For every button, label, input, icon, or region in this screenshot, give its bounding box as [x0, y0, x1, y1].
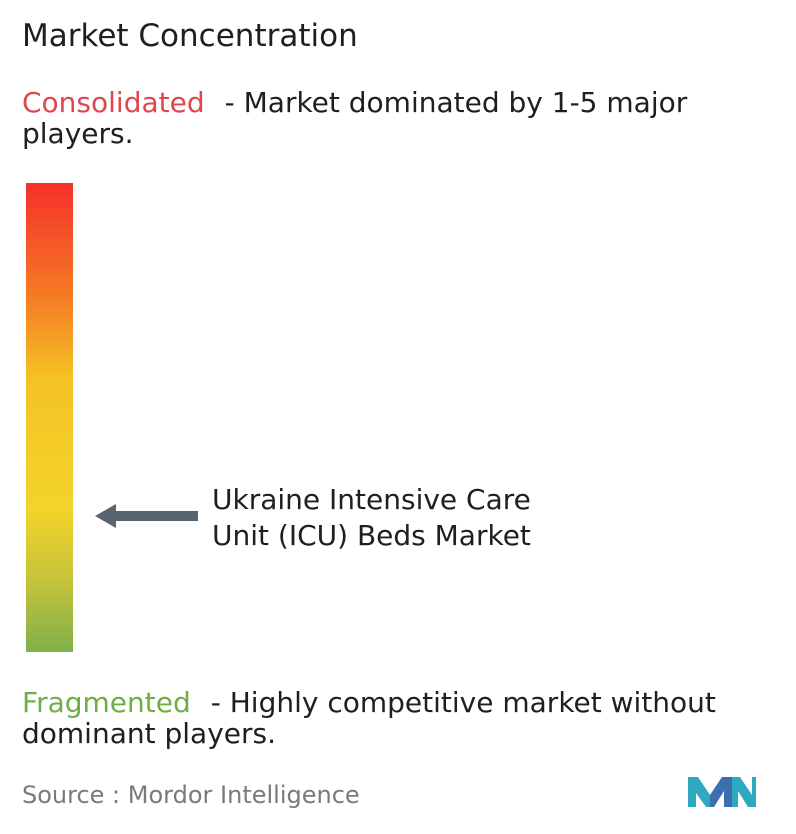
fragmented-term: Fragmented	[22, 686, 191, 719]
mordor-intelligence-logo-icon	[688, 777, 756, 807]
consolidated-description: - Market dominated by 1-5 major players.	[22, 86, 688, 150]
market-position-arrow-icon	[95, 504, 198, 528]
fragmented-description: - Highly competitive market without domi…	[22, 686, 716, 750]
logo-left-stroke	[688, 777, 710, 807]
source-credit: Source : Mordor Intelligence	[22, 781, 360, 809]
consolidated-term: Consolidated	[22, 86, 205, 119]
arrow-shape	[95, 504, 198, 528]
consolidated-legend: Consolidated - Market dominated by 1-5 ma…	[22, 87, 782, 149]
market-position-label: Ukraine Intensive Care Unit (ICU) Beds M…	[212, 483, 531, 552]
concentration-scale-bar	[26, 183, 73, 652]
logo-right-stroke	[732, 777, 756, 807]
page-title: Market Concentration	[22, 18, 358, 54]
logo-middle-stroke	[710, 777, 732, 807]
fragmented-legend: Fragmented - Highly competitive market wi…	[22, 687, 792, 749]
